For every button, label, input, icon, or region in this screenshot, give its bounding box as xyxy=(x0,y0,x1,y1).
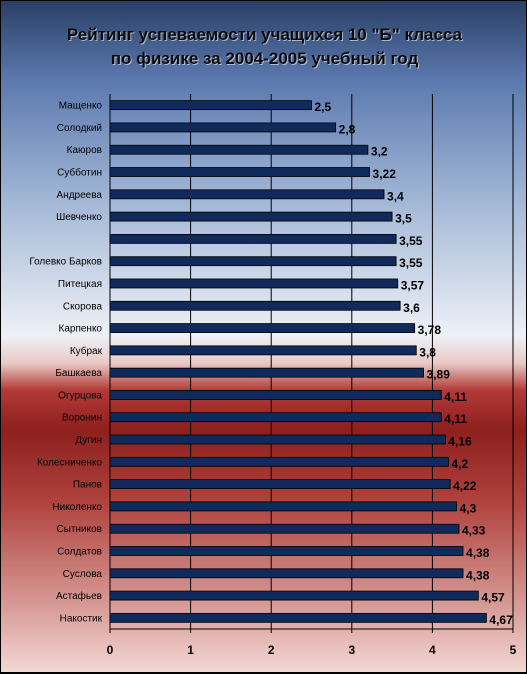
bar xyxy=(109,501,457,512)
category-label: Мащенко xyxy=(59,101,103,112)
bar xyxy=(109,256,397,267)
category-label: Суслова xyxy=(63,569,103,580)
category-label: Солдатов xyxy=(57,546,102,557)
bar xyxy=(109,412,442,423)
category-label: Астафьев xyxy=(56,590,102,602)
bar xyxy=(109,278,399,289)
bar xyxy=(109,189,385,200)
category-label: Николенко xyxy=(52,502,102,513)
data-label: 2,5 xyxy=(315,100,332,114)
category-label: Кубрак xyxy=(70,345,103,357)
category-label: Шевченко xyxy=(56,212,102,223)
data-label: 4,11 xyxy=(444,412,467,426)
bar xyxy=(109,300,401,311)
bar xyxy=(109,233,397,244)
data-label: 3,6 xyxy=(403,301,420,315)
data-label: 4,33 xyxy=(462,524,486,538)
category-label: Огурцова xyxy=(58,390,102,401)
data-label: 4,16 xyxy=(448,435,472,449)
bar xyxy=(109,144,369,155)
x-tick-label: 0 xyxy=(107,643,114,657)
bar xyxy=(109,345,417,356)
data-label: 3,57 xyxy=(401,278,425,292)
x-tick-label: 2 xyxy=(268,643,275,657)
bar xyxy=(109,323,416,333)
bar xyxy=(109,100,312,111)
category-label: Андреева xyxy=(57,190,103,201)
x-tick-label: 1 xyxy=(187,643,194,657)
bar xyxy=(109,367,424,378)
category-label: Сытников xyxy=(57,524,102,535)
bar xyxy=(109,523,460,534)
x-tick-label: 5 xyxy=(510,643,517,657)
category-label: Скорова xyxy=(63,301,103,312)
x-tick-label: 3 xyxy=(348,643,355,657)
data-label: 4,38 xyxy=(466,546,490,560)
bar xyxy=(109,122,337,133)
category-label: Питецкая xyxy=(58,279,102,290)
bar xyxy=(109,456,449,467)
x-tick-label: 4 xyxy=(429,643,436,657)
chart-title-line-1: Рейтинг успеваемости учащихся 10 "Б" кла… xyxy=(66,25,463,44)
category-label: Накостик xyxy=(60,613,103,624)
bar xyxy=(109,390,442,400)
category-label: Карпенко xyxy=(59,324,103,335)
bar xyxy=(109,546,464,556)
category-label: Башкаева xyxy=(55,368,102,379)
data-label: 4,22 xyxy=(453,479,477,493)
category-label: Колесниченко xyxy=(37,457,102,468)
bar xyxy=(109,590,479,601)
data-label: 3,55 xyxy=(399,256,423,270)
data-label: 4,67 xyxy=(489,613,513,627)
category-label: Голевко Барков xyxy=(29,257,102,268)
data-label: 3,5 xyxy=(395,212,412,226)
data-label: 3,89 xyxy=(427,368,451,382)
bar xyxy=(109,612,487,623)
category-label: Субботин xyxy=(57,167,102,179)
data-label: 3,55 xyxy=(399,234,423,248)
bar xyxy=(109,434,446,445)
data-label: 4,11 xyxy=(444,390,467,404)
bar xyxy=(109,167,370,177)
chart-title-line-2: по физике за 2004-2005 учебный год xyxy=(110,49,419,68)
data-label: 4,2 xyxy=(452,457,469,471)
data-label: 4,57 xyxy=(481,591,505,605)
data-label: 2,8 xyxy=(339,122,356,136)
category-label: Воронин xyxy=(62,413,102,424)
data-label: 3,78 xyxy=(418,323,442,337)
category-label: Панов xyxy=(73,480,102,491)
bar xyxy=(109,211,393,222)
category-label: Солодкий xyxy=(57,123,102,134)
data-label: 4,3 xyxy=(460,501,477,515)
data-label: 3,4 xyxy=(387,189,404,203)
data-label: 3,22 xyxy=(373,167,397,181)
bar xyxy=(109,479,451,490)
category-label: Каюров xyxy=(67,145,102,156)
bar xyxy=(109,568,464,579)
data-label: 3,8 xyxy=(419,345,436,359)
category-label: Дугин xyxy=(75,435,102,446)
data-label: 4,38 xyxy=(466,568,490,582)
data-label: 3,2 xyxy=(371,145,388,159)
